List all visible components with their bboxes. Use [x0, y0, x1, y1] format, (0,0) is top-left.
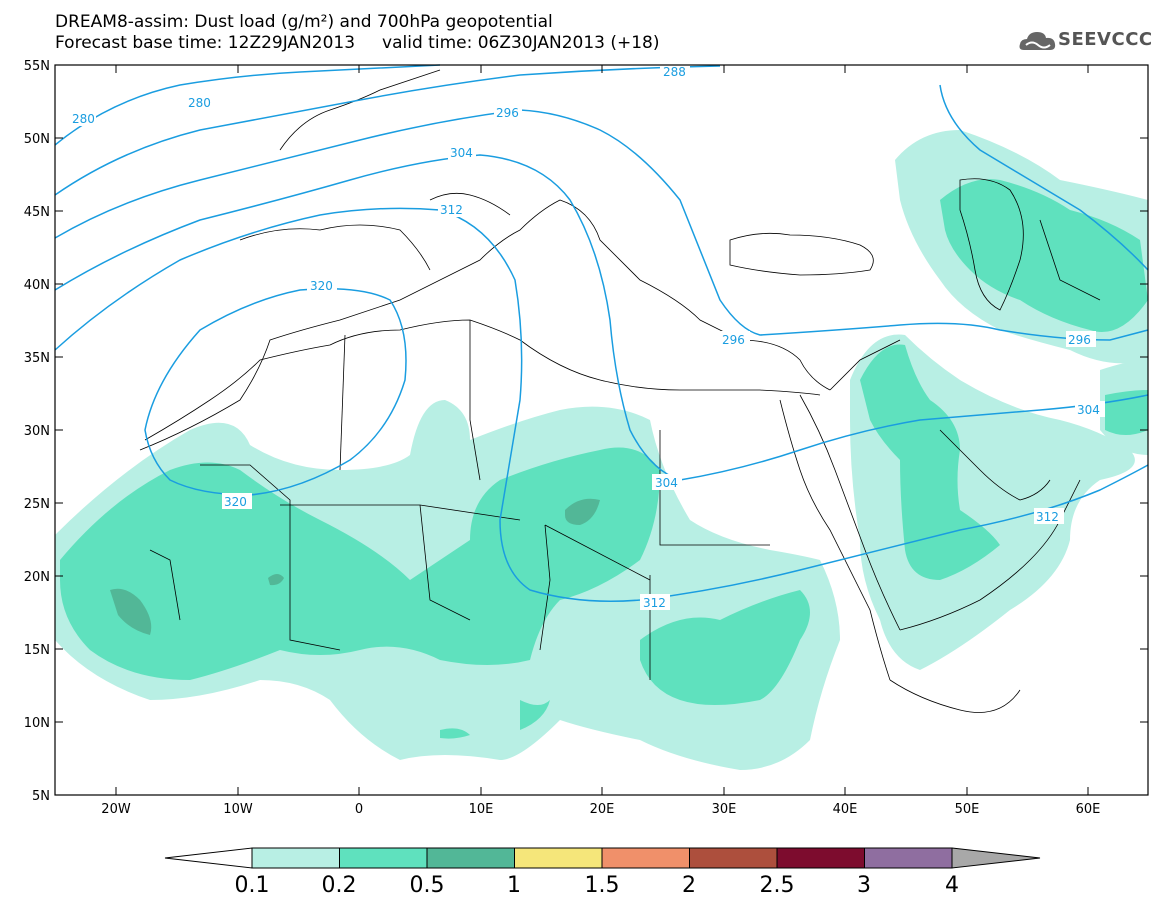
lon-label: 10E: [469, 802, 494, 817]
contour-label-box: [1075, 401, 1105, 417]
lon-label: 20E: [590, 802, 615, 817]
lon-label: 0: [355, 802, 363, 817]
colorbar-swatch: [339, 847, 428, 869]
contour-label: 312: [440, 203, 463, 217]
lat-label: 35N: [24, 351, 50, 366]
contour-label-box: [186, 94, 214, 110]
colorbar-high-arrow: [951, 847, 1041, 869]
colorbar-swatch: [514, 847, 603, 869]
contour-label: 320: [224, 495, 247, 509]
contour-label-box: [438, 201, 466, 217]
lat-label: 30N: [24, 424, 50, 439]
colorbar-tick-label: 1.5: [585, 873, 620, 898]
contour-label-box: [222, 493, 252, 509]
contour-label-box: [640, 594, 670, 610]
contour-label: 312: [1036, 510, 1059, 524]
lat-label: 10N: [24, 716, 50, 731]
contour-label: 296: [1068, 333, 1091, 347]
contour-label: 304: [450, 146, 473, 160]
contour-label: 288: [663, 65, 686, 79]
lat-label: 55N: [24, 59, 50, 74]
contour-label: 280: [188, 96, 211, 110]
contour-label: 296: [496, 106, 519, 120]
contour-label-box: [652, 474, 682, 490]
colorbar-tick-label: 4: [945, 873, 959, 898]
colorbar: 0.1 0.2 0.5 1 1.5 2 2.5 3 4: [164, 847, 1041, 898]
contour-label-box: [70, 110, 96, 126]
colorbar-labels: 0.1 0.2 0.5 1 1.5 2 2.5 3 4: [235, 873, 960, 898]
colorbar-tick-label: 1: [507, 873, 521, 898]
contour-label: 312: [643, 596, 666, 610]
lon-label: 60E: [1076, 802, 1101, 817]
chart-title-line1: DREAM8-assim: Dust load (g/m²) and 700hP…: [55, 12, 553, 32]
colorbar-swatches: [251, 847, 953, 869]
contour-label-box: [660, 64, 690, 78]
contour-label-box: [1034, 508, 1064, 524]
contour-label-box: [494, 104, 522, 120]
axis-ticks: [55, 64, 1148, 795]
lon-label: 20W: [101, 802, 131, 817]
colorbar-tick-label: 0.5: [410, 873, 445, 898]
colorbar-swatch: [251, 847, 340, 869]
contour-label: 296: [722, 333, 745, 347]
contour-label: 280: [72, 112, 95, 126]
colorbar-tick-label: 2: [682, 873, 696, 898]
lon-label: 50E: [955, 802, 980, 817]
colorbar-swatch: [601, 847, 690, 869]
contour-label-box: [448, 144, 476, 160]
contour-label: 304: [655, 476, 678, 490]
seevccc-logo: SEEVCCC: [1018, 26, 1158, 56]
dust-level-0.2: [60, 179, 1148, 739]
logo-text: SEEVCCC: [1058, 29, 1153, 50]
lat-label: 5N: [32, 789, 50, 804]
lat-label: 20N: [24, 570, 50, 585]
contour-label: 304: [1077, 403, 1100, 417]
latitude-labels: 55N 50N 45N 40N 35N 30N 25N 20N 15N 10N …: [24, 59, 50, 804]
colorbar-tick-label: 0.2: [322, 873, 357, 898]
lat-label: 45N: [24, 205, 50, 220]
colorbar-tick-label: 2.5: [760, 873, 795, 898]
colorbar-tick-label: 0.1: [235, 873, 270, 898]
chart-title-line2: Forecast base time: 12Z29JAN2013 valid t…: [55, 33, 660, 53]
lat-label: 50N: [24, 132, 50, 147]
colorbar-swatch: [426, 847, 515, 869]
dust-level-0.5: [110, 498, 600, 635]
lat-label: 40N: [24, 278, 50, 293]
lat-label: 15N: [24, 643, 50, 658]
geopotential-contours: [54, 64, 1149, 602]
contour-labels: 280 280 288 296 304 312 320 320 304 312 …: [70, 64, 1105, 610]
longitude-labels: 20W 10W 0 10E 20E 30E 40E 50E 60E: [101, 802, 1100, 817]
lon-label: 10W: [223, 802, 253, 817]
lat-label: 25N: [24, 497, 50, 512]
colorbar-swatch: [689, 847, 778, 869]
colorbar-swatch: [864, 847, 953, 869]
contour-label-box: [720, 331, 750, 347]
colorbar-low-arrow: [164, 847, 253, 869]
colorbar-tick-label: 3: [857, 873, 871, 898]
cloud-icon: [1019, 32, 1056, 50]
colorbar-swatch: [776, 847, 865, 869]
lon-label: 40E: [833, 802, 858, 817]
contour-label-box: [307, 277, 337, 293]
contour-label: 320: [310, 279, 333, 293]
contour-label-box: [1066, 331, 1096, 347]
lon-label: 30E: [712, 802, 737, 817]
